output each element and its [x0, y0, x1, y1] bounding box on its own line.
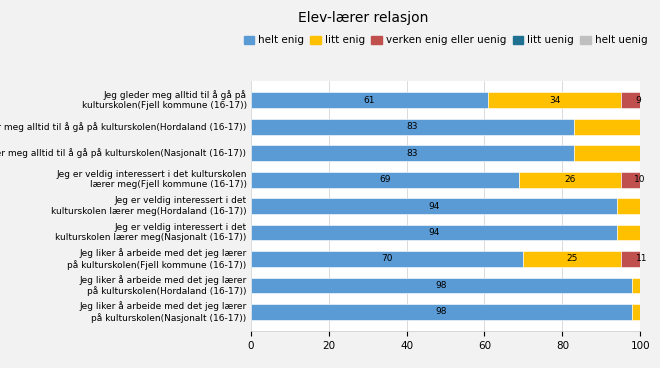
Text: 61: 61 [364, 96, 376, 105]
Text: 34: 34 [549, 96, 560, 105]
Text: 94: 94 [428, 202, 440, 210]
Text: 94: 94 [428, 228, 440, 237]
Text: 83: 83 [407, 122, 418, 131]
Bar [488, 92, 620, 108]
Legend: helt enig, litt enig, verken enig eller uenig, litt uenig, helt uenig: helt enig, litt enig, verken enig eller … [240, 31, 651, 49]
Bar [574, 119, 660, 135]
Bar [620, 92, 656, 108]
Bar [251, 224, 617, 240]
Bar [251, 172, 519, 188]
Text: 9: 9 [636, 96, 641, 105]
Bar [656, 92, 660, 108]
Bar [251, 277, 632, 293]
Bar [632, 277, 660, 293]
Text: 10: 10 [634, 175, 646, 184]
Text: 25: 25 [566, 255, 578, 263]
Bar [620, 251, 660, 267]
Bar [519, 172, 620, 188]
Bar [251, 92, 488, 108]
Bar [617, 198, 660, 214]
Bar [251, 119, 574, 135]
Bar [620, 172, 660, 188]
Text: 69: 69 [379, 175, 391, 184]
Bar [251, 198, 617, 214]
Bar [251, 145, 574, 161]
Text: 83: 83 [407, 149, 418, 158]
Text: 70: 70 [381, 255, 393, 263]
Text: 98: 98 [436, 307, 447, 316]
Bar [523, 251, 620, 267]
Bar [632, 304, 660, 320]
Text: 98: 98 [436, 281, 447, 290]
Bar [251, 251, 523, 267]
Text: Elev-lærer relasjon: Elev-lærer relasjon [298, 11, 428, 25]
Bar [251, 304, 632, 320]
Bar [574, 145, 660, 161]
Text: 26: 26 [564, 175, 576, 184]
Text: 11: 11 [636, 255, 648, 263]
Bar [617, 224, 660, 240]
